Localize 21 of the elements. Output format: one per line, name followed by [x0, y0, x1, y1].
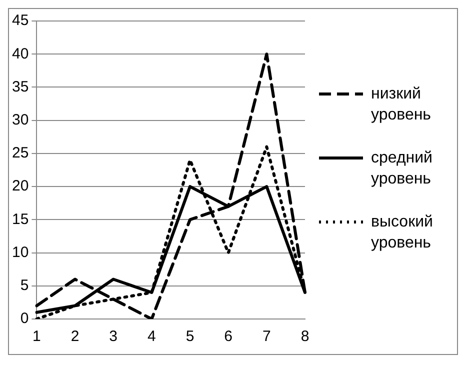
x-tick-label: 5	[186, 328, 194, 346]
y-tick-label: 0	[20, 310, 29, 328]
x-tick-label: 7	[262, 328, 271, 346]
y-tick-label: 20	[12, 178, 29, 195]
x-tick-label: 3	[109, 328, 118, 346]
x-tick-label: 6	[224, 328, 233, 346]
y-tick-label: 25	[12, 144, 29, 162]
legend-label: средний уровень	[371, 149, 432, 188]
y-tick-label: 35	[12, 78, 29, 96]
y-tick-label: 30	[12, 111, 29, 128]
y-tick-label: 45	[12, 12, 29, 30]
legend-label: высокий уровень	[371, 213, 433, 252]
x-tick-label: 1	[32, 328, 41, 346]
y-tick-label: 5	[20, 277, 29, 294]
x-tick-label: 2	[70, 328, 80, 346]
y-tick-label: 40	[12, 45, 29, 62]
legend-label: низкий уровень	[371, 85, 432, 124]
x-tick-label: 8	[300, 328, 310, 346]
x-tick-label: 4	[148, 328, 156, 346]
y-tick-label: 10	[12, 244, 29, 261]
y-tick-label: 15	[12, 210, 29, 228]
